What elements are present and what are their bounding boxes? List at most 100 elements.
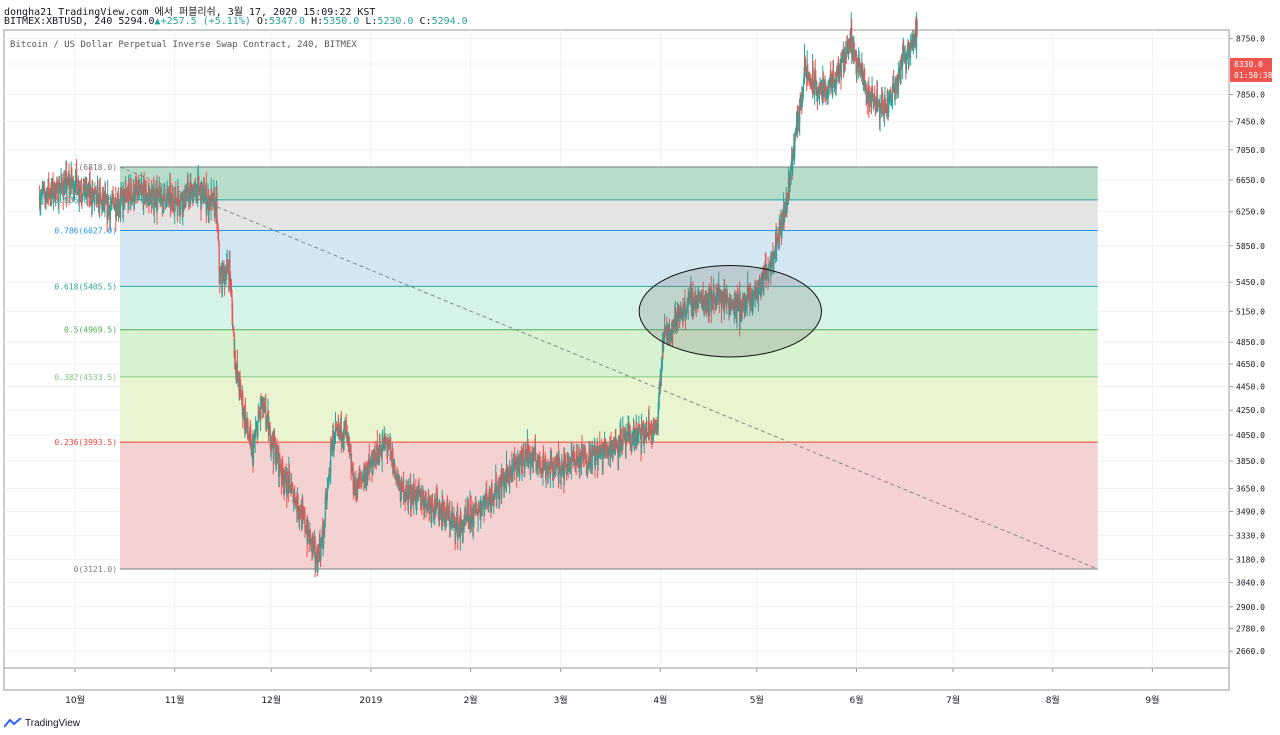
- candle-body: [360, 478, 362, 480]
- candle-body: [190, 185, 192, 199]
- candle-body: [83, 178, 85, 196]
- candle-body: [320, 543, 322, 559]
- candle-body: [44, 192, 46, 197]
- candle-body: [472, 525, 474, 527]
- candle-body: [235, 371, 237, 375]
- candle-body: [661, 363, 663, 365]
- candle-body: [427, 500, 429, 510]
- candle-body: [255, 427, 257, 430]
- candle-body: [704, 298, 706, 301]
- candle-body: [851, 52, 853, 55]
- candle-body: [122, 189, 124, 210]
- tradingview-logo-text: TradingView: [25, 717, 81, 729]
- candle-body: [264, 408, 266, 410]
- candle-body: [40, 194, 42, 200]
- candle-body: [173, 205, 175, 207]
- candle-body: [369, 463, 371, 469]
- candle-body: [826, 92, 829, 94]
- candle-body: [179, 196, 182, 209]
- last-price-value: 8330.0: [1234, 60, 1263, 69]
- candle-body: [444, 512, 446, 525]
- candle-body: [582, 450, 584, 459]
- candle-body: [763, 268, 765, 291]
- candle-body: [489, 497, 492, 502]
- candle-body: [764, 263, 766, 280]
- candle-body: [290, 492, 292, 494]
- candle-body: [104, 194, 106, 206]
- candle-body: [205, 185, 207, 214]
- candle-body: [141, 187, 143, 191]
- candle-body: [536, 463, 539, 467]
- candle-body: [501, 474, 503, 497]
- candle-body: [840, 56, 843, 77]
- candle-body: [76, 170, 78, 181]
- candle-body: [464, 517, 466, 519]
- candle-body: [900, 57, 902, 78]
- candle-body: [735, 299, 737, 303]
- candle-body: [508, 482, 510, 484]
- candle-body: [375, 453, 377, 464]
- candle-body: [465, 507, 467, 519]
- candle-body: [681, 314, 683, 317]
- candle-body: [788, 178, 790, 184]
- candle-body: [484, 498, 487, 504]
- candle-body: [478, 507, 480, 510]
- candle-body: [333, 444, 335, 451]
- candle-body: [121, 193, 123, 198]
- candle-body: [170, 197, 172, 207]
- price-tick-label: 5850.0: [1236, 242, 1265, 251]
- candle-body: [344, 424, 346, 427]
- candle-body: [750, 293, 752, 306]
- candle-body: [814, 71, 816, 75]
- candle-body: [711, 300, 713, 311]
- candle-body: [547, 466, 549, 475]
- candle-body: [518, 466, 520, 471]
- candle-body: [110, 204, 113, 206]
- candle-body: [720, 292, 722, 302]
- candle-body: [828, 80, 830, 90]
- candle-body: [802, 92, 804, 99]
- candle-body: [636, 422, 638, 443]
- candle-body: [580, 447, 583, 464]
- candle-body: [204, 199, 206, 203]
- candle-body: [687, 295, 689, 307]
- candle-body: [403, 495, 405, 501]
- candle-body: [856, 67, 858, 75]
- price-tick-label: 5450.0: [1236, 278, 1265, 287]
- fib-level-label: 0.236(3993.5): [54, 438, 117, 447]
- fibonacci-retracement: 1(6818.0) 0.886(6396.5) 0.786(6027.0) 0.618…: [54, 163, 1098, 574]
- candle-body: [66, 180, 69, 188]
- candle-body: [324, 497, 326, 522]
- candle-body: [762, 271, 764, 273]
- fib-level-label: 0.618(5405.5): [54, 282, 117, 291]
- candle-body: [652, 433, 654, 442]
- candle-body: [608, 450, 610, 452]
- candle-body: [387, 445, 389, 448]
- candle-body: [689, 292, 691, 294]
- candle-body: [177, 190, 179, 216]
- candle-body: [185, 195, 187, 206]
- candle-body: [178, 203, 181, 210]
- candle-body: [239, 377, 241, 384]
- candle-body: [610, 439, 612, 453]
- candle-body: [587, 463, 589, 469]
- candle-body: [406, 488, 408, 491]
- candle-body: [246, 417, 249, 432]
- price-tick-label: 2660.0: [1236, 647, 1265, 656]
- change-arrow-icon: ▲: [154, 16, 161, 27]
- candle-body: [80, 191, 83, 198]
- fib-zone: [120, 376, 1098, 443]
- candle-body: [502, 479, 504, 483]
- candle-body: [397, 476, 399, 480]
- candle-body: [212, 193, 214, 207]
- candle-body: [451, 514, 453, 521]
- candle-body: [323, 523, 325, 543]
- candle-body: [328, 472, 330, 477]
- candle-body: [104, 194, 107, 196]
- candle-body: [801, 98, 803, 105]
- candle-body: [862, 76, 865, 82]
- candle-body: [661, 342, 664, 364]
- time-tick-label: 11월: [165, 694, 185, 706]
- candle-body: [782, 216, 784, 226]
